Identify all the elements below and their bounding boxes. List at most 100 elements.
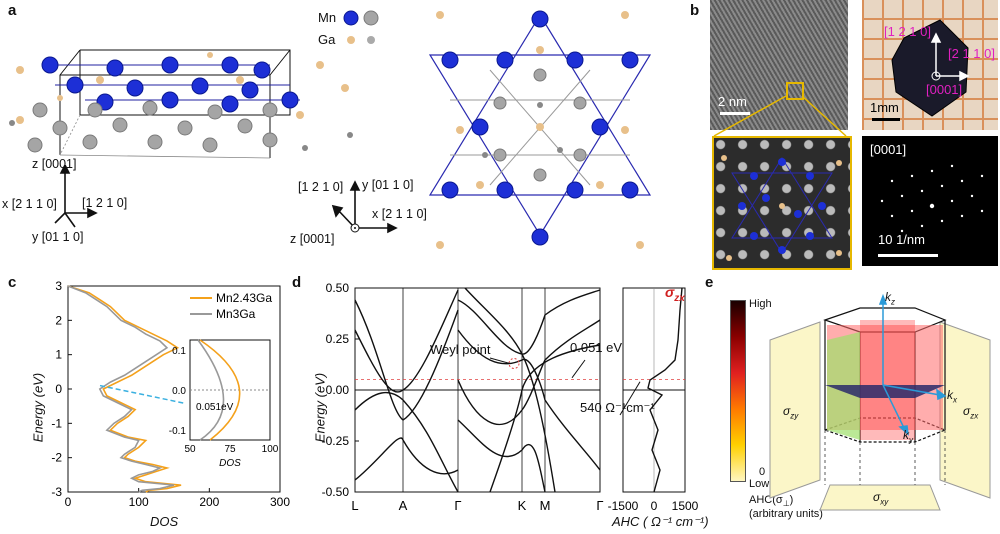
legend-mn-icon bbox=[343, 10, 379, 26]
colorbar-label-a: AHC(σ bbox=[749, 494, 783, 506]
legend-ga-label: Ga bbox=[318, 32, 336, 47]
weyl-label: Weyl point bbox=[430, 342, 491, 357]
band-structure-chart: 0.50 0.25 0.00 -0.25 -0.50L A Γ K M Γ -1500 0 1500 bbox=[322, 281, 699, 513]
colorbar-low: Low bbox=[749, 478, 770, 490]
band-kpoint-label: M bbox=[540, 498, 551, 513]
band-curve-3 bbox=[354, 437, 459, 481]
dos-series-0 bbox=[67, 285, 182, 493]
dos-arrow bbox=[99, 384, 187, 405]
panel-b-label: b bbox=[690, 2, 700, 19]
band-kpoint-label: A bbox=[399, 498, 408, 513]
colorbar bbox=[730, 300, 746, 482]
szy-label: σzy bbox=[783, 404, 798, 420]
dos-inset-xtick: 75 bbox=[224, 444, 236, 455]
ahc-xtick-label: 1500 bbox=[672, 499, 699, 513]
legend-mn-label: Mn bbox=[318, 10, 337, 25]
band-curve-0 bbox=[354, 299, 459, 421]
hrtem-image bbox=[710, 0, 848, 130]
kz-k: k bbox=[885, 290, 891, 304]
dos-chart: 0 100 200 300 3 2 1 0 -1 -2 -3 Mn2.43Ga Mn3Ga 50 75 100… bbox=[51, 279, 290, 509]
axes-middle bbox=[331, 180, 398, 234]
ahc-xtick-label: -1500 bbox=[608, 499, 639, 513]
panel-c: c 0 100 200 300 3 2 1 0 -1 -2 -3 Mn2.43Ga Mn3Ga 50 75 1… bbox=[0, 270, 300, 534]
hrtem-zoom-box bbox=[786, 82, 804, 100]
band-ylabel: Energy (eV) bbox=[312, 372, 328, 443]
sxy-s: σ bbox=[873, 490, 881, 504]
ahc-xlabel: AHC ( Ω⁻¹ cm⁻¹) bbox=[612, 514, 709, 529]
dos-series-1 bbox=[67, 285, 175, 493]
kx-k: k bbox=[947, 388, 953, 402]
saed-scale-label: 10 1/nm bbox=[878, 232, 925, 247]
dos-ytick-label: 2 bbox=[55, 313, 62, 327]
axis-z-label: z [0001] bbox=[32, 157, 77, 171]
dos-inset-ytick: 0.1 bbox=[172, 346, 186, 357]
dos-xtick-label: 300 bbox=[270, 495, 290, 509]
dos-ytick-label: 0 bbox=[55, 382, 62, 396]
panel-e-label: e bbox=[705, 274, 714, 291]
hrtem-scale-bar bbox=[720, 112, 750, 115]
colorbar-high: High bbox=[749, 298, 772, 310]
band-curve-6 bbox=[457, 289, 601, 355]
dos-inset-ytick: 0.0 bbox=[172, 386, 186, 397]
panel-d-label: d bbox=[292, 274, 302, 291]
kx-sub: x bbox=[953, 395, 957, 405]
zoom-lines bbox=[713, 96, 847, 137]
dos-inset-grey bbox=[197, 339, 225, 441]
colorbar-label-sub: ⊥ bbox=[782, 499, 790, 509]
dos-ytick-label: 3 bbox=[55, 279, 62, 293]
szy-sub: zy bbox=[790, 411, 799, 421]
ky-label: ky bbox=[903, 428, 913, 444]
crystal-dir2-label: [2 1 1 0] bbox=[948, 46, 995, 61]
axes-left bbox=[54, 165, 98, 228]
gap-label: 0.051 eV bbox=[570, 340, 623, 355]
ky-k: k bbox=[903, 428, 909, 442]
dos-xlabel: DOS bbox=[150, 514, 179, 529]
dos-xtick-label: 200 bbox=[199, 495, 219, 509]
axis2-y-label: y [01 1 0] bbox=[362, 178, 414, 192]
band-ytick-label: 0.00 bbox=[326, 383, 350, 397]
panel-b: b 2 nm bbox=[690, 0, 1000, 275]
dos-ytick-label: -3 bbox=[51, 485, 62, 499]
weyl-arrow bbox=[489, 357, 511, 364]
ahc-title-sub: zx bbox=[674, 292, 685, 304]
dos-ytick-label: -2 bbox=[51, 451, 62, 465]
band-curve-2 bbox=[354, 391, 459, 493]
dos-ylabel: Energy (eV) bbox=[30, 372, 46, 443]
colorbar-zero: 0 bbox=[759, 466, 766, 478]
szy-s: σ bbox=[783, 404, 791, 418]
dos-ytick-label: 1 bbox=[55, 348, 62, 362]
kz-label: kz bbox=[885, 290, 895, 306]
dos-inset-annotation: 0.051eV bbox=[196, 402, 234, 413]
kx-label: kx bbox=[947, 388, 957, 404]
band-ytick-label: 0.50 bbox=[326, 281, 350, 295]
axis2-x-label: x [2 1 1 0] bbox=[372, 207, 427, 221]
ky-sub: y bbox=[909, 435, 913, 445]
dos-inset-xlabel: DOS bbox=[219, 458, 241, 469]
ahc-arrow bbox=[619, 381, 641, 416]
band-ytick-label: -0.50 bbox=[322, 485, 350, 499]
ahc-xtick-label: 0 bbox=[651, 499, 658, 513]
saed-zone-label: [0001] bbox=[870, 142, 907, 157]
ahc-value-label: 540 Ω⁻¹cm⁻¹ bbox=[580, 400, 655, 415]
legend-ga-icon bbox=[347, 36, 375, 44]
hrtem-scale-label: 2 nm bbox=[718, 94, 747, 109]
axis-diag-label: [1 2 1 0] bbox=[82, 196, 128, 210]
gap-arrow bbox=[571, 359, 586, 379]
band-kpoint-label: Γ bbox=[596, 498, 603, 513]
colorbar-label2: (arbitrary units) bbox=[749, 508, 823, 520]
dos-xtick-label: 0 bbox=[65, 495, 72, 509]
band-curve-5 bbox=[457, 319, 601, 426]
kz-sub: z bbox=[891, 297, 895, 307]
dos-inset-ytick: -0.1 bbox=[169, 426, 187, 437]
ahc-title: σzx bbox=[665, 284, 685, 304]
kagome-lattice bbox=[428, 10, 652, 249]
hrtem-zoom-image bbox=[712, 136, 852, 270]
panel-a: a bbox=[0, 0, 700, 260]
dos-inset-xtick: 50 bbox=[184, 444, 196, 455]
weyl-point-marker bbox=[508, 357, 520, 369]
sxy-sub: xy bbox=[880, 497, 889, 507]
dos-xtick-label: 100 bbox=[129, 495, 149, 509]
band-kpoint-label: Γ bbox=[454, 498, 461, 513]
dos-legend-label: Mn3Ga bbox=[216, 307, 256, 321]
dos-inset-orange bbox=[199, 339, 241, 441]
